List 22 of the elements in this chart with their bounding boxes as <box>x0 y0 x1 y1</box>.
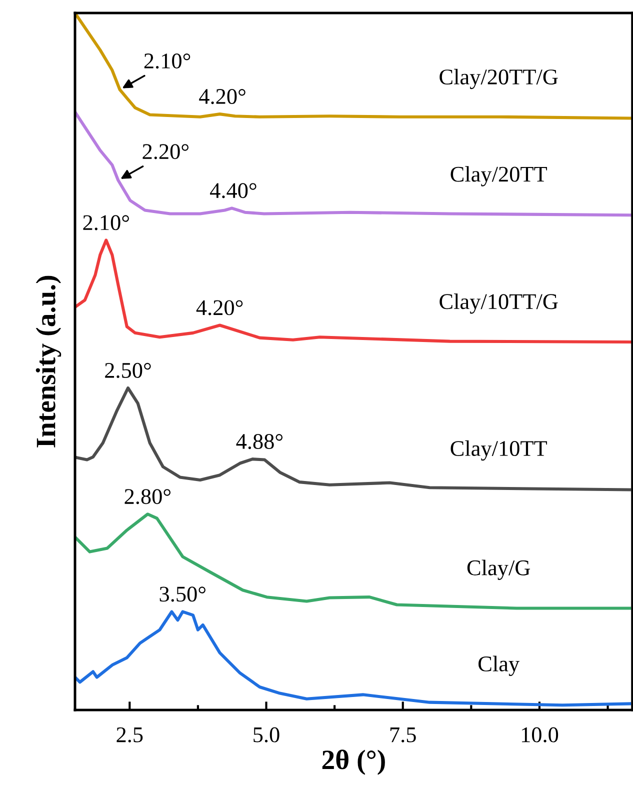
annotation: 2.10° <box>83 215 129 230</box>
annotation: 3.50° <box>160 586 206 602</box>
x-tick-label: 7.5 <box>390 728 416 742</box>
annotation: 4.20° <box>196 300 243 316</box>
series-label: Clay <box>478 656 520 676</box>
x-tick-label: 2.5 <box>116 727 143 742</box>
annotation: 4.88° <box>236 434 282 450</box>
annotation: 4.20° <box>199 89 246 104</box>
x-axis-title: 2θ (°) <box>322 750 385 775</box>
annotation: 2.80° <box>124 489 170 504</box>
x-tick-label: 5.0 <box>254 727 280 742</box>
series-label: Clay/20TT/G <box>440 68 558 90</box>
annotation: 2.50° <box>105 362 151 378</box>
series-label: Clay/10TT/G <box>440 293 558 314</box>
series-label: Clay/20TT <box>450 166 547 186</box>
annotation: 4.40° <box>210 183 256 198</box>
series-label: Clay/G <box>467 560 530 580</box>
x-tick-label: 10.0 <box>522 727 558 742</box>
y-axis-title: Intensity (a.u.) <box>36 276 62 448</box>
series-label: Clay/10TT <box>450 440 547 461</box>
annotation: 2.10° <box>144 53 190 69</box>
annotation: 2.20° <box>142 144 188 160</box>
